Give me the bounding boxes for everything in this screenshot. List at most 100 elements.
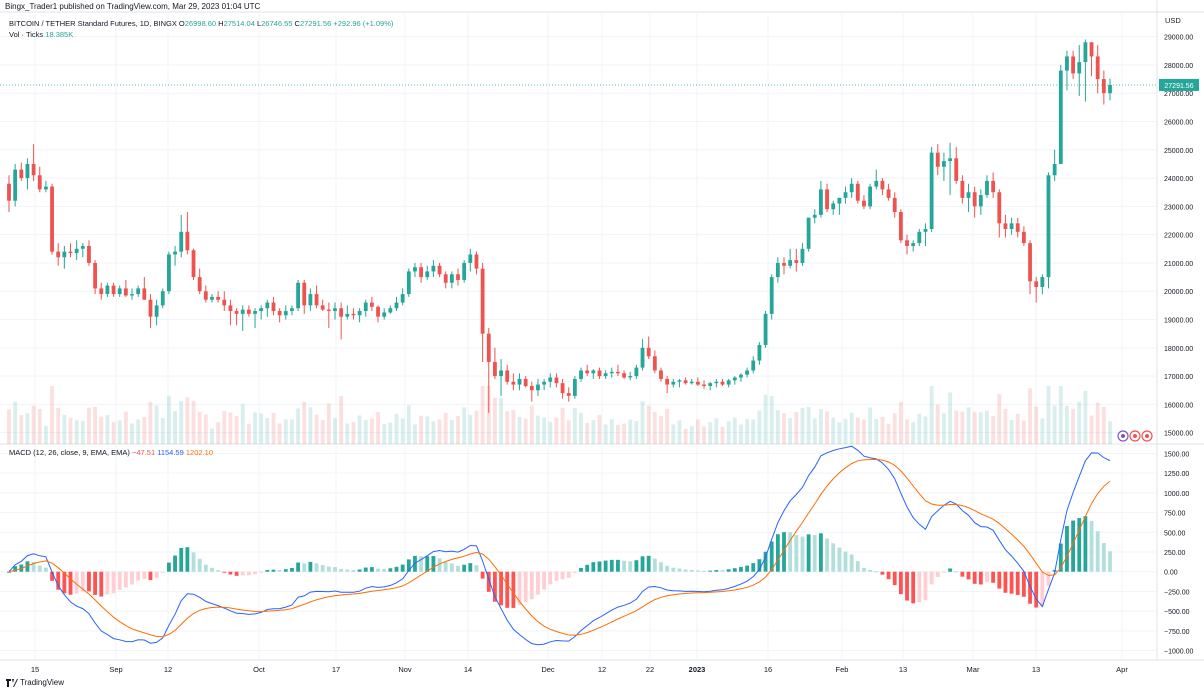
volume-bar [640, 401, 645, 444]
volume-bar [622, 423, 626, 444]
candle-body [616, 371, 620, 374]
macd-histogram-bar [689, 569, 694, 572]
macd-histogram-bar [314, 563, 319, 572]
volume-bar [572, 407, 577, 444]
macd-pane[interactable] [7, 445, 1112, 646]
volume-bar [954, 410, 959, 444]
candle-body [757, 344, 762, 361]
macd-histogram-bar [609, 559, 614, 572]
candle-body [363, 302, 368, 312]
volume-bar [775, 410, 780, 444]
volume-bar [769, 396, 774, 444]
macd-histogram-bar [136, 571, 141, 581]
candle-body [732, 377, 737, 381]
time-tick-label: Oct [253, 665, 266, 674]
volume-bar [862, 419, 866, 444]
candle-body [449, 274, 454, 283]
volume-bar [234, 415, 239, 444]
candle-body [972, 192, 977, 207]
volume-bar [437, 419, 442, 444]
macd-histogram-bar [74, 571, 79, 594]
volume-bar [726, 421, 731, 444]
macd-histogram-bar [966, 571, 971, 580]
candle-body [640, 347, 645, 368]
volume-bar [43, 425, 48, 444]
event-icons[interactable] [1117, 430, 1153, 442]
candle-body [905, 240, 909, 246]
volume-bar [259, 413, 264, 444]
symbol-title[interactable]: BITCOIN / TETHER Standard Futures, 1D, B… [9, 19, 177, 28]
volume-bar [597, 414, 602, 444]
candle-body [1003, 223, 1008, 229]
macd-histogram-bar [93, 571, 98, 595]
macd-histogram-bar [333, 567, 337, 572]
price-tick-label: 22000.00 [1164, 233, 1193, 240]
macd-tick-label: −500.00 [1164, 609, 1190, 616]
volume-bar [714, 418, 719, 444]
candle-body [456, 274, 460, 280]
volume-bar [197, 411, 202, 444]
candle-body [111, 285, 116, 295]
volume-bar [19, 415, 24, 444]
volume-bar [1021, 420, 1026, 444]
macd-histogram-bar [400, 564, 405, 572]
volume-bar [948, 392, 952, 444]
volume-bar [732, 417, 737, 444]
last-price-line: 27291.56 [0, 78, 1199, 91]
price-tick-label: 15000.00 [1164, 431, 1193, 438]
macd-histogram-bar [634, 560, 639, 572]
macd-histogram-bar [782, 532, 786, 572]
candle-body [800, 248, 805, 263]
volume-bar [136, 419, 141, 444]
signal-line [8, 458, 1111, 638]
macd-histogram-bar [794, 535, 799, 572]
macd-line [8, 445, 1111, 646]
candle-body [511, 381, 516, 385]
volume-bar [191, 400, 196, 444]
volume-label[interactable]: Vol · Ticks [9, 30, 44, 39]
time-tick-label: Dec [541, 665, 555, 674]
macd-histogram-bar [449, 563, 454, 572]
volume-bar [320, 420, 325, 444]
volume-bar [1009, 420, 1014, 444]
volume-bar [646, 405, 651, 444]
candle-body [443, 274, 448, 283]
price-tick-label: 23000.00 [1164, 204, 1193, 211]
macd-histogram-bar [997, 571, 1002, 589]
macd-tick-label: −250.00 [1164, 589, 1190, 596]
volume-bar [511, 409, 516, 444]
volume-bar [935, 404, 940, 444]
macd-histogram-bar [123, 571, 128, 588]
macd-histogram-bar [320, 565, 325, 572]
macd-histogram-bar [13, 566, 18, 572]
volume-bar [493, 397, 497, 444]
macd-histogram-bar [591, 562, 596, 572]
volume-bar [419, 415, 424, 444]
macd-tick-label: −750.00 [1164, 629, 1190, 636]
macd-histogram-bar [117, 571, 122, 590]
candle-body [222, 299, 227, 306]
volume-bar [468, 414, 473, 444]
volume-bar [942, 413, 946, 444]
macd-histogram-bar [554, 571, 559, 581]
macd-label[interactable]: MACD (12, 26, close, 9, EMA, EMA) [9, 448, 130, 457]
time-tick-label: 12 [598, 665, 606, 674]
volume-bar [351, 422, 356, 444]
macd-histogram-bar [628, 561, 633, 572]
macd-histogram-bar [566, 571, 571, 578]
candle-body [677, 380, 682, 382]
macd-histogram-bar [892, 571, 897, 586]
price-tick-label: 18000.00 [1164, 346, 1193, 353]
volume-bar [333, 418, 337, 444]
volume-bar [314, 414, 319, 444]
macd-histogram-bar [757, 559, 762, 572]
candle-body [123, 288, 128, 296]
volume-bar [843, 418, 848, 444]
volume-bars [7, 386, 1112, 444]
candles[interactable] [7, 39, 1112, 413]
macd-histogram-bar [1071, 520, 1076, 572]
candle-body [991, 180, 996, 193]
candle-body [148, 299, 153, 317]
volume-bar [413, 424, 417, 444]
